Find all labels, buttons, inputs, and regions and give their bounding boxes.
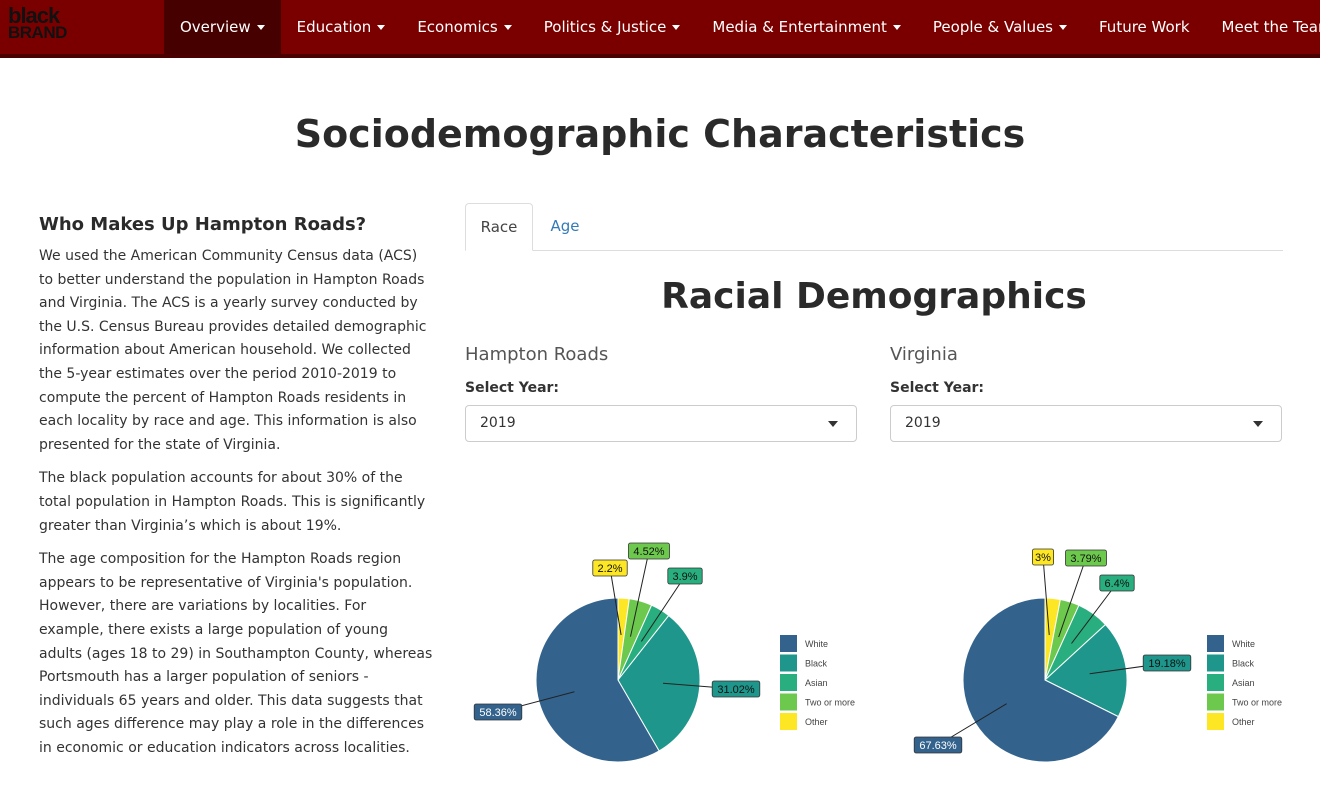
- region-name: Virginia: [890, 344, 958, 365]
- legend-item-white[interactable]: White: [780, 635, 828, 652]
- legend-item-asian[interactable]: Asian: [780, 674, 828, 691]
- nav-label: Economics: [417, 18, 498, 36]
- intro-paragraph-3: The age composition for the Hampton Road…: [39, 551, 433, 756]
- svg-text:67.63%: 67.63%: [919, 740, 957, 752]
- svg-text:Two or more: Two or more: [805, 698, 855, 708]
- legend-item-other[interactable]: Other: [780, 713, 828, 730]
- caret-down-icon: [256, 24, 265, 30]
- legend-item-other[interactable]: Other: [1207, 713, 1255, 730]
- nav-item-politics-justice[interactable]: Politics & Justice: [528, 0, 697, 54]
- svg-text:Two or more: Two or more: [1232, 698, 1282, 708]
- data-label-black: 31.02%: [711, 680, 761, 698]
- legend-item-two-or-more[interactable]: Two or more: [780, 693, 855, 711]
- caret-down-icon: [377, 24, 386, 30]
- nav-label: Overview: [180, 18, 251, 36]
- svg-text:4.52%: 4.52%: [633, 546, 664, 558]
- legend-item-two-or-more[interactable]: Two or more: [1207, 693, 1282, 711]
- legend-item-black[interactable]: Black: [780, 654, 828, 672]
- dropdown-arrow-icon: [828, 421, 838, 427]
- caret-down-icon: [672, 24, 681, 30]
- data-label-other: 3%: [1031, 548, 1054, 566]
- dropdown-arrow-icon: [1253, 421, 1263, 427]
- virginia-race-pie-chart: 67.63% 19.18% 6.4% 3.79% 3% White Black Asian Tw…: [913, 548, 1282, 763]
- hampton-roads-panel: Hampton Roads Select Year: 2019: [465, 344, 858, 442]
- leader-line: [1058, 557, 1087, 638]
- logo-line-2: BRAND: [8, 23, 67, 42]
- hampton-year-select[interactable]: 2019: [465, 405, 857, 442]
- top-navbar: black BRAND Overview Education Economics…: [0, 0, 1320, 58]
- leader-line: [1071, 582, 1118, 644]
- nav-item-economics[interactable]: Economics: [401, 0, 527, 54]
- data-label-other: 2.2%: [592, 559, 628, 577]
- svg-text:Black: Black: [1232, 659, 1255, 669]
- legend-item-black[interactable]: Black: [1207, 654, 1255, 672]
- svg-text:58.36%: 58.36%: [479, 707, 517, 719]
- svg-text:Other: Other: [1232, 717, 1255, 727]
- region-name: Hampton Roads: [465, 344, 609, 365]
- tab-age[interactable]: Age: [550, 217, 580, 235]
- leader-line: [640, 575, 686, 642]
- data-label-black: 19.18%: [1142, 654, 1192, 672]
- svg-text:Black: Black: [805, 659, 828, 669]
- nav-item-future-work[interactable]: Future Work: [1083, 0, 1206, 54]
- svg-text:6.4%: 6.4%: [1104, 578, 1129, 590]
- intro-heading: Who Makes Up Hampton Roads?: [39, 214, 367, 235]
- svg-text:19.18%: 19.18%: [1148, 658, 1186, 670]
- select-year-label: Select Year:: [465, 380, 560, 396]
- caret-down-icon: [1059, 24, 1067, 30]
- intro-panel: Who Makes Up Hampton Roads? We used the …: [39, 214, 434, 770]
- hampton-roads-race-pie-chart: 58.36% 31.02% 3.9% 4.52% 2.2% White Black Asian…: [473, 542, 855, 763]
- nav-item-overview[interactable]: Overview: [164, 0, 281, 54]
- svg-text:White: White: [805, 639, 828, 649]
- svg-text:Other: Other: [805, 717, 828, 727]
- svg-text:3.9%: 3.9%: [672, 571, 697, 583]
- nav-item-people-values[interactable]: People & Values: [917, 0, 1083, 54]
- data-label-two-or-more: 3.79%: [1065, 549, 1107, 567]
- nav-label: Meet the Team: [1221, 18, 1320, 36]
- selected-year: 2019: [905, 415, 941, 431]
- virginia-panel: Virginia Select Year: 2019: [890, 344, 1283, 442]
- caret-down-icon: [503, 24, 512, 30]
- virginia-year-select[interactable]: 2019: [890, 405, 1282, 442]
- nav-label: People & Values: [932, 18, 1053, 36]
- nav-menu: Overview Education Economics Politics & …: [164, 0, 1320, 54]
- section-title: Racial Demographics: [661, 276, 1087, 317]
- brand-logo[interactable]: black BRAND: [8, 3, 88, 49]
- selected-year: 2019: [480, 415, 516, 431]
- legend-item-white[interactable]: White: [1207, 635, 1255, 652]
- data-label-asian: 3.9%: [667, 567, 703, 585]
- leader-line: [629, 550, 650, 637]
- svg-text:Asian: Asian: [1232, 678, 1255, 688]
- leader-line: [609, 567, 622, 636]
- demographics-tabs: Race Age: [465, 203, 1283, 251]
- page-title: Sociodemographic Characteristics: [294, 112, 1026, 156]
- nav-item-media-entertainment[interactable]: Media & Entertainment: [696, 0, 917, 54]
- intro-paragraph-1: We used the American Community Census da…: [39, 248, 427, 453]
- svg-text:3.79%: 3.79%: [1070, 553, 1101, 565]
- select-year-label: Select Year:: [890, 380, 985, 396]
- nav-label: Politics & Justice: [543, 18, 667, 36]
- data-label-asian: 6.4%: [1099, 574, 1135, 592]
- svg-text:Asian: Asian: [805, 678, 828, 688]
- nav-item-education[interactable]: Education: [281, 0, 402, 54]
- svg-text:31.02%: 31.02%: [717, 684, 755, 696]
- svg-text:White: White: [1232, 639, 1255, 649]
- nav-label: Future Work: [1099, 18, 1190, 36]
- intro-paragraph-2: The black population accounts for about …: [39, 470, 426, 534]
- svg-text:3%: 3%: [1035, 552, 1051, 564]
- tab-race[interactable]: Race: [465, 203, 533, 251]
- legend-item-asian[interactable]: Asian: [1207, 674, 1255, 691]
- data-label-white: 67.63%: [913, 736, 963, 754]
- logo-line-1: black: [8, 3, 60, 28]
- data-label-white: 58.36%: [473, 703, 523, 721]
- nav-label: Media & Entertainment: [712, 18, 887, 36]
- nav-label: Education: [296, 18, 372, 36]
- nav-item-meet-the-team[interactable]: Meet the Team: [1206, 0, 1320, 54]
- svg-text:2.2%: 2.2%: [597, 563, 622, 575]
- data-label-two-or-more: 4.52%: [628, 542, 670, 560]
- caret-down-icon: [892, 24, 901, 30]
- leader-line: [1042, 556, 1050, 636]
